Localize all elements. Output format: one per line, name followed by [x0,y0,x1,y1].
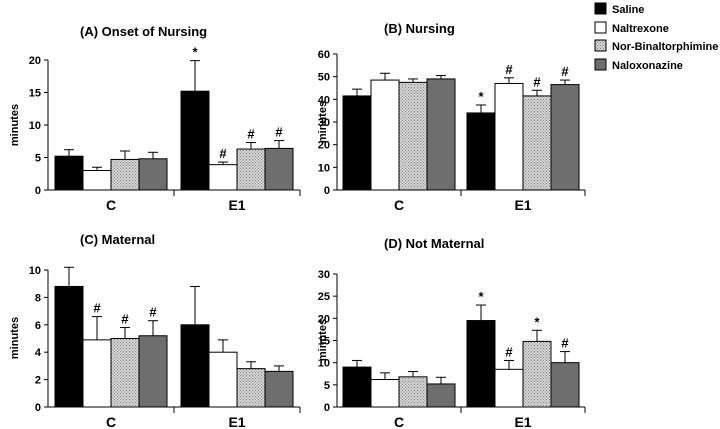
panel-b-bar-naloxonazine [426,78,456,191]
panel-b-y-tick-label: 40 [318,94,330,106]
panel-c-significance-mark: # [121,312,129,327]
panel-a-significance-mark: * [192,45,198,60]
legend: Saline Naltrexone Nor-Binaltorphimine Na… [594,2,718,72]
panel-a-bar-naloxonazine [138,158,168,191]
panel-d-bar-naltrexone [494,368,524,408]
panel-c-x-category-label: E1 [228,414,245,429]
panel-d-bar-nor-binaltorphimine [522,340,552,408]
panel-c-bar-saline [180,324,210,408]
panel-c-y-tick-label: 2 [35,375,41,387]
panel-a-bar-saline [54,155,84,191]
legend-swatch-nor-binaltorphimine [594,39,607,52]
panel-d-x-category-label: E1 [514,414,531,429]
panel-d-bar-saline [342,366,372,408]
panel-d-y-tick-label: 15 [318,336,330,348]
panel-c-bar-naltrexone [208,351,238,408]
legend-label-naltrexone: Naltrexone [612,23,669,35]
panel-c-y-tick-label: 0 [35,402,41,414]
panel-c-bar-naloxonazine [264,370,294,408]
panel-b-bar-naltrexone [370,79,400,191]
panel-c-significance-mark: # [149,305,157,320]
panel-a-y-tick-label: 0 [35,185,41,197]
panel-b-significance-mark: # [533,74,541,89]
panel-c-y-tick-label: 8 [35,292,41,304]
panel-d-bar-naltrexone [370,379,400,408]
panel-d-bar-nor-binaltorphimine [398,376,428,408]
panel-b-y-tick-label: 30 [318,117,330,129]
panel-a-bar-nor-binaltorphimine [236,148,266,191]
panel-b-y-axis-label: minutes [317,101,329,143]
panel-b-x-category-label: E1 [514,197,531,213]
panel-d-x-category-label: C [394,414,404,429]
panel-d-title: (D) Not Maternal [384,236,484,251]
panel-b-y-tick-label: 60 [318,49,330,61]
panel-a-bar-saline [180,90,210,191]
panel-b-y-tick-label: 0 [324,185,330,197]
panel-c-bar-naloxonazine [138,335,168,408]
panel-d-bar-saline [466,320,496,408]
panel-a-y-tick-label: 10 [29,120,41,132]
panel-d-y-tick-label: 25 [318,291,330,303]
panel-c-y-tick-label: 4 [35,347,42,359]
panel-a-x-category-label: C [106,197,116,213]
legend-swatch-saline [594,2,607,15]
panel-d-bar-naloxonazine [426,383,456,408]
panel-b-significance-mark: # [561,64,569,79]
panel-a-y-tick-label: 20 [29,55,41,67]
panel-a-title: (A) Onset of Nursing [80,24,207,39]
panel-b-bar-saline [466,112,496,191]
panel-c-bar-naltrexone [82,339,112,408]
panel-a-y-axis-label: minutes [9,104,21,146]
panel-b-bar-nor-binaltorphimine [522,95,552,191]
panel-d-y-axis-label: minutes [317,319,329,361]
panel-a-significance-mark: # [247,127,255,142]
panel-d-bar-naloxonazine [550,362,580,408]
panel-d-y-tick-label: 30 [318,269,330,281]
panel-a-bar-naltrexone [82,170,112,191]
panel-b-title: (B) Nursing [384,21,455,36]
panel-d-significance-mark: # [505,344,513,359]
panel-a-x-category-label: E1 [228,197,245,213]
panel-c-bar-nor-binaltorphimine [236,368,266,408]
panel-b-bar-nor-binaltorphimine [398,81,428,191]
panel-a-bar-naloxonazine [264,147,294,191]
panel-b-significance-mark: * [478,89,484,104]
panel-c-y-tick-label: 6 [35,320,41,332]
panel-d-y-tick-label: 10 [318,358,330,370]
panel-b-bar-naloxonazine [550,84,580,191]
panel-b-bar-naltrexone [494,82,524,191]
panel-c-y-tick-label: 10 [29,265,41,277]
panel-b-y-tick-label: 20 [318,140,330,152]
legend-label-saline: Saline [612,4,644,16]
legend-label-naloxonazine: Naloxonazine [612,60,683,72]
panel-b-x-category-label: C [394,197,404,213]
panel-d-significance-mark: # [561,336,569,351]
panel-d-significance-mark: * [534,314,540,329]
panel-d-y-tick-label: 20 [318,313,330,325]
legend-swatch-naloxonazine [594,58,607,71]
panel-a-y-tick-label: 5 [35,153,41,165]
panel-b-y-tick-label: 50 [318,72,330,84]
panel-a-bar-nor-binaltorphimine [110,158,140,191]
panel-c-bar-saline [54,285,84,408]
legend-swatch-naltrexone [594,21,607,34]
panel-c-x-category-label: C [106,414,116,429]
legend-label-nor-binaltorphimine: Nor-Binaltorphimine [612,41,718,53]
panel-a-y-tick-label: 15 [29,88,41,100]
panel-b-bar-saline [342,95,372,191]
panel-a-significance-mark: # [219,146,227,161]
panel-d-y-tick-label: 0 [324,402,330,414]
panel-c-significance-mark: # [93,301,101,316]
panel-c-bar-nor-binaltorphimine [110,338,140,408]
panel-d-y-tick-label: 5 [324,380,330,392]
panel-b-y-tick-label: 10 [318,162,330,174]
panel-d-significance-mark: * [478,289,484,304]
panel-c-title: (C) Maternal [80,232,155,247]
panel-a-bar-naltrexone [208,164,238,191]
panel-c-y-axis-label: minutes [9,317,21,359]
panel-b-significance-mark: # [505,62,513,77]
panel-a-significance-mark: # [275,125,283,140]
